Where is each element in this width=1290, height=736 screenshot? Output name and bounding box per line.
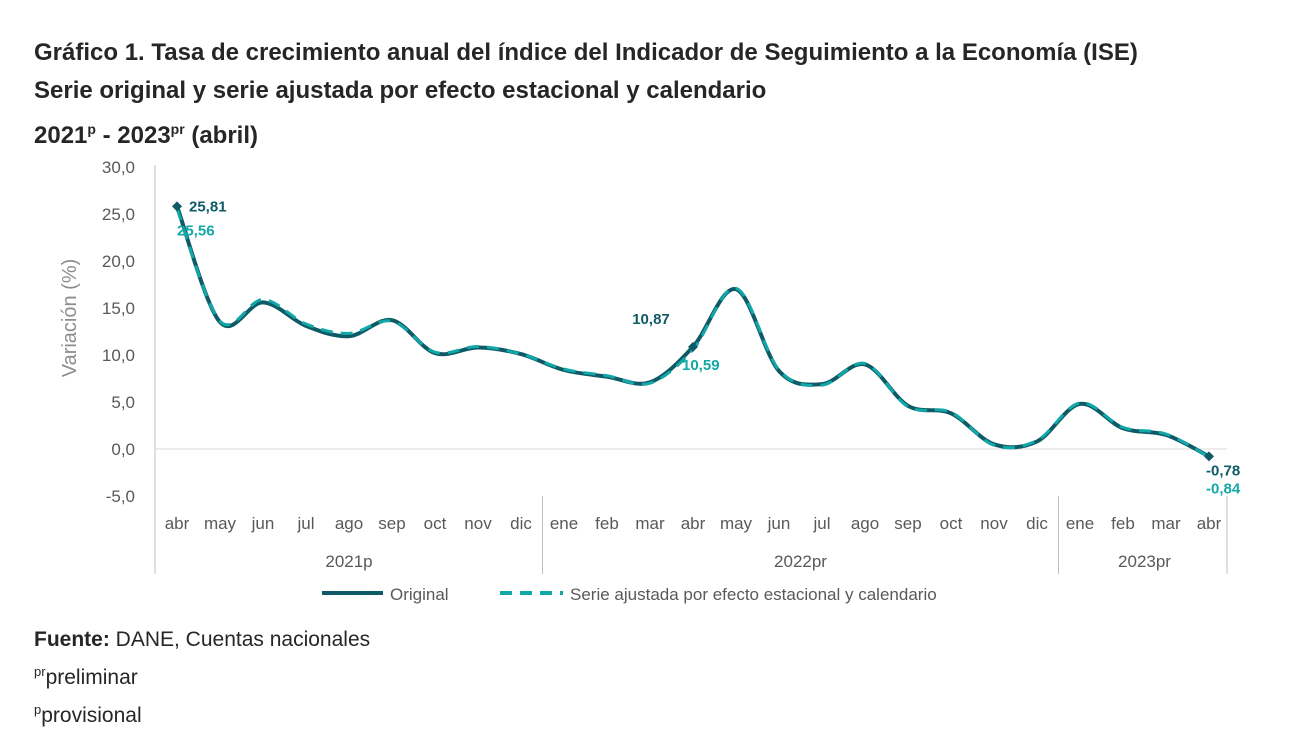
period-end-sup: pr bbox=[170, 121, 185, 137]
data-label: -0,84 bbox=[1206, 480, 1241, 497]
source-line: Fuente: DANE, Cuentas nacionales bbox=[34, 624, 370, 656]
x-tick-label: feb bbox=[1111, 514, 1135, 533]
x-tick-label: sep bbox=[894, 514, 921, 533]
chart-subtitle: Serie original y serie ajustada por efec… bbox=[34, 77, 767, 104]
x-tick-label: oct bbox=[940, 514, 963, 533]
x-tick-label: may bbox=[204, 514, 237, 533]
x-tick-label: dic bbox=[1026, 514, 1048, 533]
y-tick-label: 20,0 bbox=[102, 252, 135, 271]
note-preliminar-sup: pr bbox=[34, 664, 46, 679]
x-tick-label: jul bbox=[812, 514, 830, 533]
chart-title: Gráfico 1. Tasa de crecimiento anual del… bbox=[34, 39, 1138, 66]
note-preliminar: prpreliminar bbox=[34, 656, 370, 694]
x-tick-label: jul bbox=[296, 514, 314, 533]
line-chart: 30,0 25,0 20,0 15,0 10,0 5,0 0,0 -5,0 Variación … bbox=[59, 158, 1241, 604]
source-label: Fuente: bbox=[34, 628, 110, 651]
y-tick-label: 25,0 bbox=[102, 205, 135, 224]
data-label: -0,78 bbox=[1206, 462, 1240, 479]
x-tick-label: mar bbox=[1151, 514, 1181, 533]
y-tick-label: 5,0 bbox=[111, 393, 135, 412]
x-tick-label: may bbox=[720, 514, 753, 533]
year-group-label: 2021p bbox=[325, 552, 372, 571]
data-point-marker bbox=[688, 341, 698, 352]
legend-label-adjusted: Serie ajustada por efecto estacional y c… bbox=[570, 585, 937, 604]
y-tick-label: 15,0 bbox=[102, 299, 135, 318]
period-month: (abril) bbox=[184, 122, 259, 149]
x-tick-label: jun bbox=[767, 514, 791, 533]
data-label: 25,81 bbox=[189, 198, 227, 215]
legend-label-original: Original bbox=[390, 585, 449, 604]
seasonally-adjusted-line bbox=[175, 208, 1210, 459]
x-tick-label: abr bbox=[165, 514, 190, 533]
chart-title-block: Gráfico 1. Tasa de crecimiento anual del… bbox=[34, 34, 1138, 155]
year-group-label: 2023pr bbox=[1118, 552, 1171, 571]
period-start-sup: p bbox=[87, 121, 96, 137]
source-text: DANE, Cuentas nacionales bbox=[109, 628, 371, 651]
x-tick-label: nov bbox=[464, 514, 492, 533]
note-provisional: pprovisional bbox=[34, 694, 370, 732]
x-tick-label: feb bbox=[595, 514, 619, 533]
note-provisional-text: provisional bbox=[41, 704, 142, 727]
y-axis-title: Variación (%) bbox=[59, 259, 81, 378]
y-tick-label: 0,0 bbox=[111, 440, 135, 459]
x-tick-label: dic bbox=[510, 514, 532, 533]
x-tick-label: nov bbox=[980, 514, 1008, 533]
year-group-label: 2022pr bbox=[774, 552, 827, 571]
y-tick-label: 30,0 bbox=[102, 158, 135, 177]
x-tick-label: abr bbox=[681, 514, 706, 533]
x-tick-label: ene bbox=[550, 514, 578, 533]
y-tick-label: 10,0 bbox=[102, 346, 135, 365]
x-tick-label: ene bbox=[1066, 514, 1094, 533]
period-end-year: - 2023 bbox=[95, 122, 171, 149]
y-tick-label: -5,0 bbox=[106, 487, 135, 506]
data-point-marker bbox=[1204, 451, 1214, 462]
chart-period: 2021p - 2023pr (abril) bbox=[34, 110, 1138, 155]
x-tick-label: abr bbox=[1197, 514, 1222, 533]
period-start-year: 2021 bbox=[34, 122, 88, 149]
x-tick-label: sep bbox=[378, 514, 405, 533]
x-tick-label: ago bbox=[335, 514, 363, 533]
x-tick-label: ago bbox=[851, 514, 879, 533]
x-tick-label: oct bbox=[424, 514, 447, 533]
note-provisional-sup: p bbox=[34, 702, 42, 717]
source-notes: Fuente: DANE, Cuentas nacionales prpreli… bbox=[34, 624, 370, 732]
note-preliminar-text: preliminar bbox=[45, 666, 138, 689]
data-label: 25,56 bbox=[177, 222, 215, 239]
data-point-marker bbox=[172, 201, 182, 212]
data-label: 10,87 bbox=[632, 311, 670, 328]
x-tick-label: mar bbox=[635, 514, 665, 533]
x-tick-label: jun bbox=[251, 514, 275, 533]
data-label: 10,59 bbox=[682, 357, 720, 374]
